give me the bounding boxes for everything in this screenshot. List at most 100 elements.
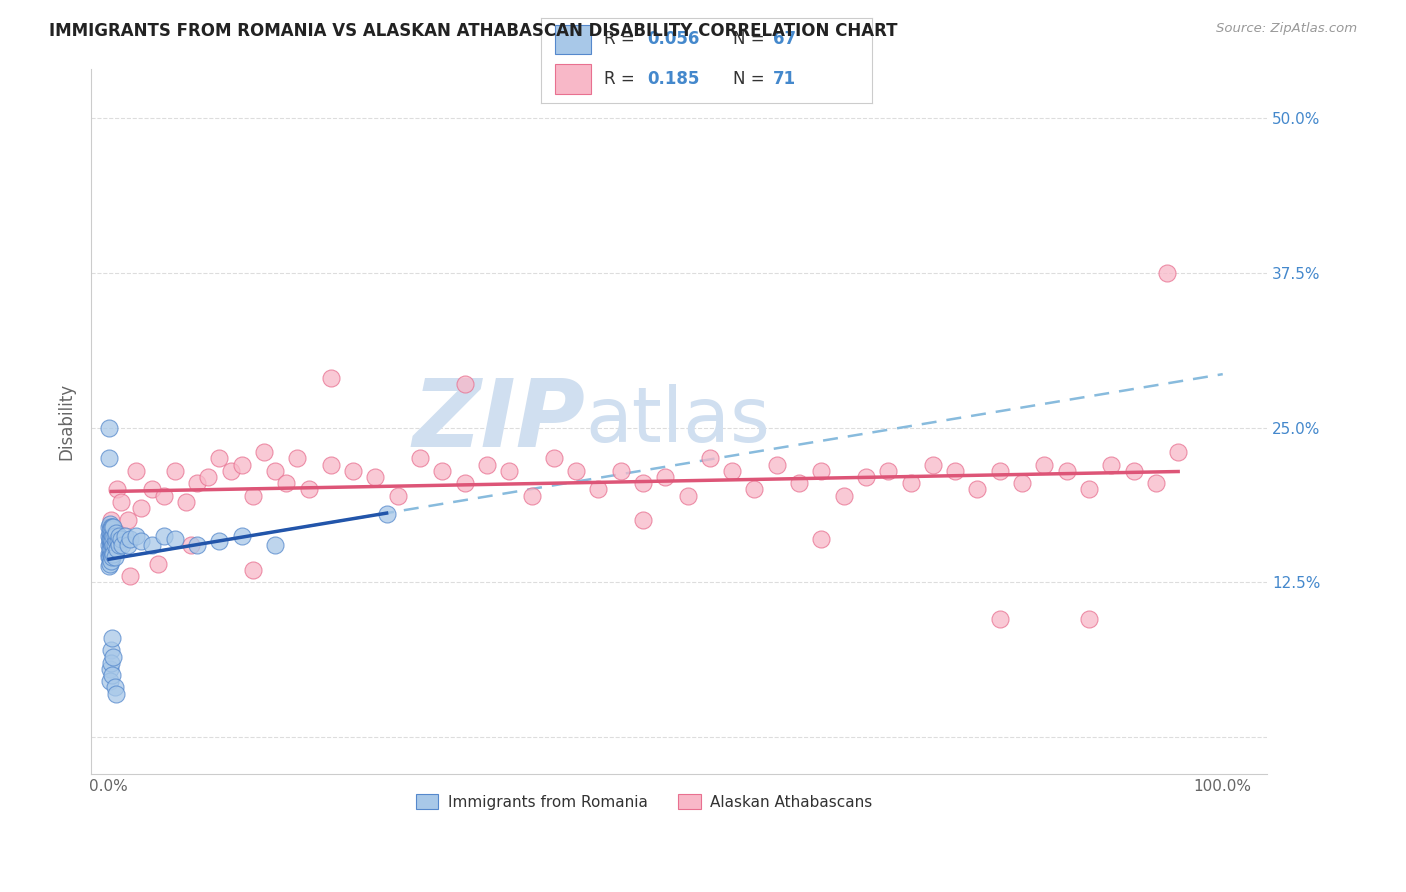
Point	[1156, 266, 1178, 280]
Text: R =: R =	[605, 30, 640, 48]
Point	[98, 550, 121, 565]
Point	[364, 470, 387, 484]
Point	[832, 489, 855, 503]
Text: R =: R =	[605, 70, 645, 88]
Point	[475, 458, 498, 472]
Point	[1011, 476, 1033, 491]
FancyBboxPatch shape	[554, 25, 591, 54]
Point	[103, 649, 125, 664]
Point	[101, 668, 124, 682]
Point	[1078, 483, 1101, 497]
Point	[103, 681, 125, 695]
Point	[111, 538, 134, 552]
Point	[98, 534, 121, 549]
Text: Source: ZipAtlas.com: Source: ZipAtlas.com	[1216, 22, 1357, 36]
Point	[103, 538, 125, 552]
Point	[654, 470, 676, 484]
Point	[101, 534, 124, 549]
Point	[543, 451, 565, 466]
Point	[98, 550, 121, 565]
Point	[921, 458, 943, 472]
Point	[721, 464, 744, 478]
Point	[120, 532, 142, 546]
Point	[120, 569, 142, 583]
Point	[342, 464, 364, 478]
Point	[98, 525, 121, 540]
FancyBboxPatch shape	[554, 64, 591, 95]
Point	[98, 674, 121, 689]
Point	[117, 538, 139, 552]
Point	[104, 525, 127, 540]
Point	[231, 529, 253, 543]
Point	[103, 529, 125, 543]
Point	[104, 534, 127, 549]
Legend: Immigrants from Romania, Alaskan Athabascans: Immigrants from Romania, Alaskan Athabas…	[409, 788, 879, 816]
Point	[810, 464, 832, 478]
Point	[787, 476, 810, 491]
Point	[98, 662, 121, 676]
Point	[1167, 445, 1189, 459]
Point	[107, 534, 129, 549]
Point	[98, 519, 121, 533]
Point	[900, 476, 922, 491]
Point	[100, 534, 122, 549]
Point	[105, 541, 128, 556]
Point	[98, 451, 121, 466]
Point	[98, 420, 121, 434]
Point	[141, 483, 163, 497]
Point	[98, 517, 121, 532]
Point	[174, 495, 197, 509]
Point	[453, 476, 475, 491]
Point	[100, 532, 122, 546]
Point	[100, 554, 122, 568]
Text: 71: 71	[773, 70, 796, 88]
Point	[98, 529, 121, 543]
Text: IMMIGRANTS FROM ROMANIA VS ALASKAN ATHABASCAN DISABILITY CORRELATION CHART: IMMIGRANTS FROM ROMANIA VS ALASKAN ATHAB…	[49, 22, 897, 40]
Point	[208, 534, 231, 549]
Point	[1056, 464, 1078, 478]
Text: atlas: atlas	[585, 384, 770, 458]
Point	[810, 532, 832, 546]
Point	[242, 563, 264, 577]
Point	[152, 529, 174, 543]
Point	[101, 519, 124, 533]
Point	[117, 513, 139, 527]
Point	[943, 464, 966, 478]
Point	[101, 529, 124, 543]
Text: 0.056: 0.056	[647, 30, 699, 48]
Point	[100, 541, 122, 556]
Point	[131, 534, 153, 549]
Point	[100, 643, 122, 657]
Point	[98, 538, 121, 552]
Point	[125, 464, 148, 478]
Point	[609, 464, 631, 478]
Point	[453, 377, 475, 392]
Point	[146, 557, 169, 571]
Point	[409, 451, 432, 466]
Point	[319, 371, 342, 385]
Point	[100, 538, 122, 552]
Point	[253, 445, 276, 459]
Point	[105, 483, 128, 497]
Point	[988, 612, 1011, 626]
Point	[1122, 464, 1144, 478]
Point	[219, 464, 242, 478]
Point	[101, 550, 124, 565]
Point	[676, 489, 699, 503]
Point	[297, 483, 319, 497]
Point	[631, 476, 654, 491]
Point	[125, 529, 148, 543]
Point	[100, 513, 122, 527]
Point	[100, 522, 122, 536]
Point	[110, 495, 132, 509]
Point	[319, 458, 342, 472]
Point	[855, 470, 877, 484]
Point	[103, 550, 125, 565]
Point	[588, 483, 610, 497]
Point	[104, 687, 127, 701]
Point	[98, 532, 121, 546]
Point	[1099, 458, 1122, 472]
Point	[432, 464, 454, 478]
Point	[1144, 476, 1167, 491]
Point	[101, 538, 124, 552]
